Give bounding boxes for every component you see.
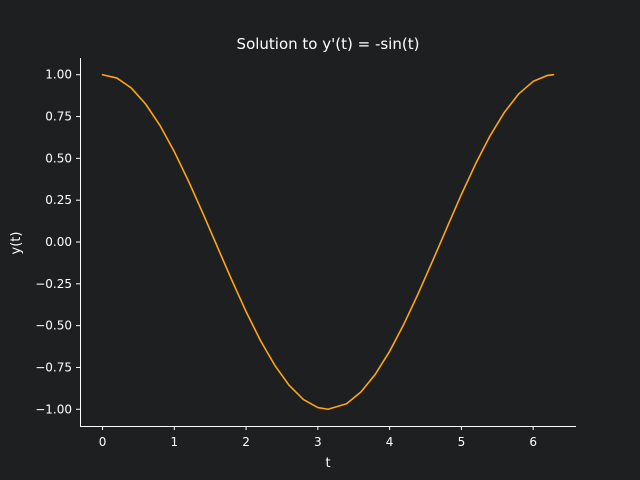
series-line [101,73,555,411]
y-tick-label: 0.75 [45,110,72,124]
chart-title: Solution to y'(t) = -sin(t) [237,35,420,53]
x-tick-label: 2 [242,435,250,449]
y-tick-label: 1.00 [45,68,72,82]
y-tick-label: 0.25 [45,193,72,207]
y-tick-label: 0.00 [45,235,72,249]
y-tick-label: 0.50 [45,151,72,165]
axes [80,58,576,427]
y-tick-label: −0.50 [35,319,72,333]
y-tick-label: −0.25 [35,277,72,291]
x-tick-label: 0 [99,435,107,449]
x-tick-label: 5 [458,435,466,449]
y-axis-label: y(t) [9,232,24,255]
x-tick-label: 1 [170,435,178,449]
x-tick-label: 4 [386,435,394,449]
y-tick-label: −1.00 [35,402,72,416]
x-axis-label: t [325,456,330,471]
x-tick-label: 3 [314,435,322,449]
y-ticks: −1.00 −0.75 −0.50 −0.25 0.00 0.25 0.50 0.75 1.00 [35,68,80,416]
y-tick-label: −0.75 [35,360,72,374]
x-ticks: 0 1 2 3 4 5 6 [99,426,537,449]
x-tick-label: 6 [529,435,537,449]
